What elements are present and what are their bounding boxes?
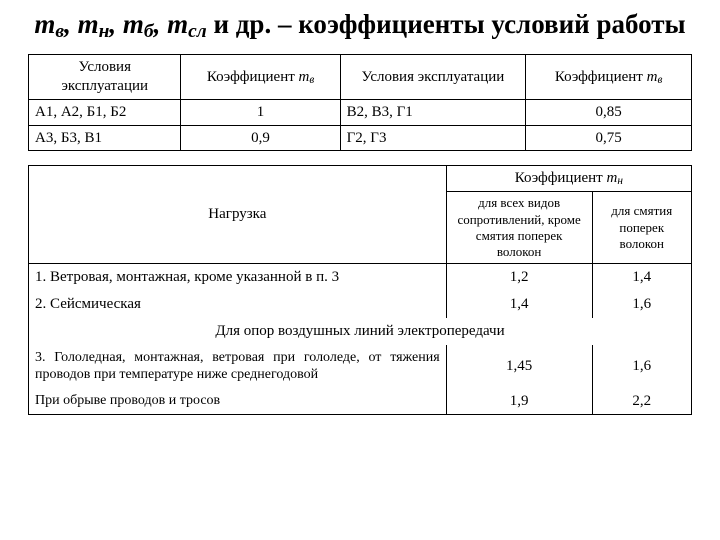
cell-cond: В2, В3, Г1	[340, 99, 526, 125]
table-mn-h-coef-label: Коэффициент	[515, 170, 607, 186]
cell-value: 1,4	[592, 264, 691, 291]
table-mn: Нагрузка Коэффициент mн для всех видов с…	[28, 165, 692, 415]
cell-name: 3. Гололедная, монтажная, ветровая при г…	[29, 345, 447, 388]
title-sym-3-base: m	[123, 9, 144, 39]
table-row: А1, А2, Б1, Б2 1 В2, В3, Г1 0,85	[29, 99, 692, 125]
table-row: 1. Ветровая, монтажная, кроме указанной …	[29, 264, 692, 291]
table-mv-h-coef-left: Коэффициент mв	[181, 55, 340, 100]
cell-name: 1. Ветровая, монтажная, кроме указанной …	[29, 264, 447, 291]
cell-value: 1	[181, 99, 340, 125]
table-mv-h-coef-left-label: Коэффициент	[207, 69, 299, 85]
title-sym-4-sub: сл	[188, 21, 207, 42]
table-mn-section-label: Для опор воздушных линий электропередачи	[29, 318, 692, 345]
title-rest: и др. – коэффициенты условий работы	[207, 9, 686, 39]
table-mn-h-coef-sym: m	[606, 170, 617, 186]
cell-value: 1,6	[592, 345, 691, 388]
title-sym-1-base: m	[34, 9, 55, 39]
table-mn-h-coef: Коэффициент mн	[446, 166, 691, 192]
table-row: 3. Гололедная, монтажная, ветровая при г…	[29, 345, 692, 388]
cell-cond: Г2, Г3	[340, 125, 526, 151]
cell-value: 0,75	[526, 125, 692, 151]
cell-cond: А3, Б3, В1	[29, 125, 181, 151]
cell-value: 2,2	[592, 388, 691, 415]
cell-name: При обрыве проводов и тросов	[29, 388, 447, 415]
table-row: А3, Б3, В1 0,9 Г2, Г3 0,75	[29, 125, 692, 151]
title-sym-2-base: m	[78, 9, 99, 39]
cell-value: 0,9	[181, 125, 340, 151]
table-mv-h-coef-left-sym: m	[299, 69, 310, 85]
table-mv-h-coef-right: Коэффициент mв	[526, 55, 692, 100]
cell-value: 0,85	[526, 99, 692, 125]
title-sym-2-sub: н	[99, 21, 110, 42]
cell-value: 1,6	[592, 291, 691, 318]
table-mv-h-coef-left-sub: в	[309, 74, 314, 86]
spacer	[28, 151, 692, 165]
page: mв, mн, mб, mсл и др. – коэффициенты усл…	[0, 0, 720, 540]
table-mv-h-coef-right-label: Коэффициент	[555, 69, 647, 85]
table-mn-h-load: Нагрузка	[29, 166, 447, 264]
table-row: 2. Сейсмическая 1,4 1,6	[29, 291, 692, 318]
cell-value: 1,9	[446, 388, 592, 415]
page-title: mв, mн, mб, mсл и др. – коэффициенты усл…	[28, 8, 692, 44]
cell-value: 1,45	[446, 345, 592, 388]
table-mv-h-coef-right-sub: в	[657, 74, 662, 86]
table-mv: Условия эксплуатации Коэффициент mв Усло…	[28, 54, 692, 151]
cell-cond: А1, А2, Б1, Б2	[29, 99, 181, 125]
title-sym-4-base: m	[167, 9, 188, 39]
table-mv-h-cond-right: Условия эксплуатации	[340, 55, 526, 100]
table-mn-h-sub-b: для смятия поперек волокон	[592, 192, 691, 264]
title-sym-1-sub: в	[55, 21, 64, 42]
table-row: При обрыве проводов и тросов 1,9 2,2	[29, 388, 692, 415]
table-mn-section-row: Для опор воздушных линий электропередачи	[29, 318, 692, 345]
table-mn-h-sub-a: для всех видов сопротивлений, кроме смят…	[446, 192, 592, 264]
cell-name: 2. Сейсмическая	[29, 291, 447, 318]
table-mv-header-row: Условия эксплуатации Коэффициент mв Усло…	[29, 55, 692, 100]
title-sym-3-sub: б	[144, 21, 154, 42]
table-mv-h-cond-left: Условия эксплуатации	[29, 55, 181, 100]
table-mn-header-row-1: Нагрузка Коэффициент mн	[29, 166, 692, 192]
cell-value: 1,4	[446, 291, 592, 318]
table-mv-h-coef-right-sym: m	[647, 69, 658, 85]
table-mn-h-coef-sub: н	[617, 175, 623, 187]
cell-value: 1,2	[446, 264, 592, 291]
